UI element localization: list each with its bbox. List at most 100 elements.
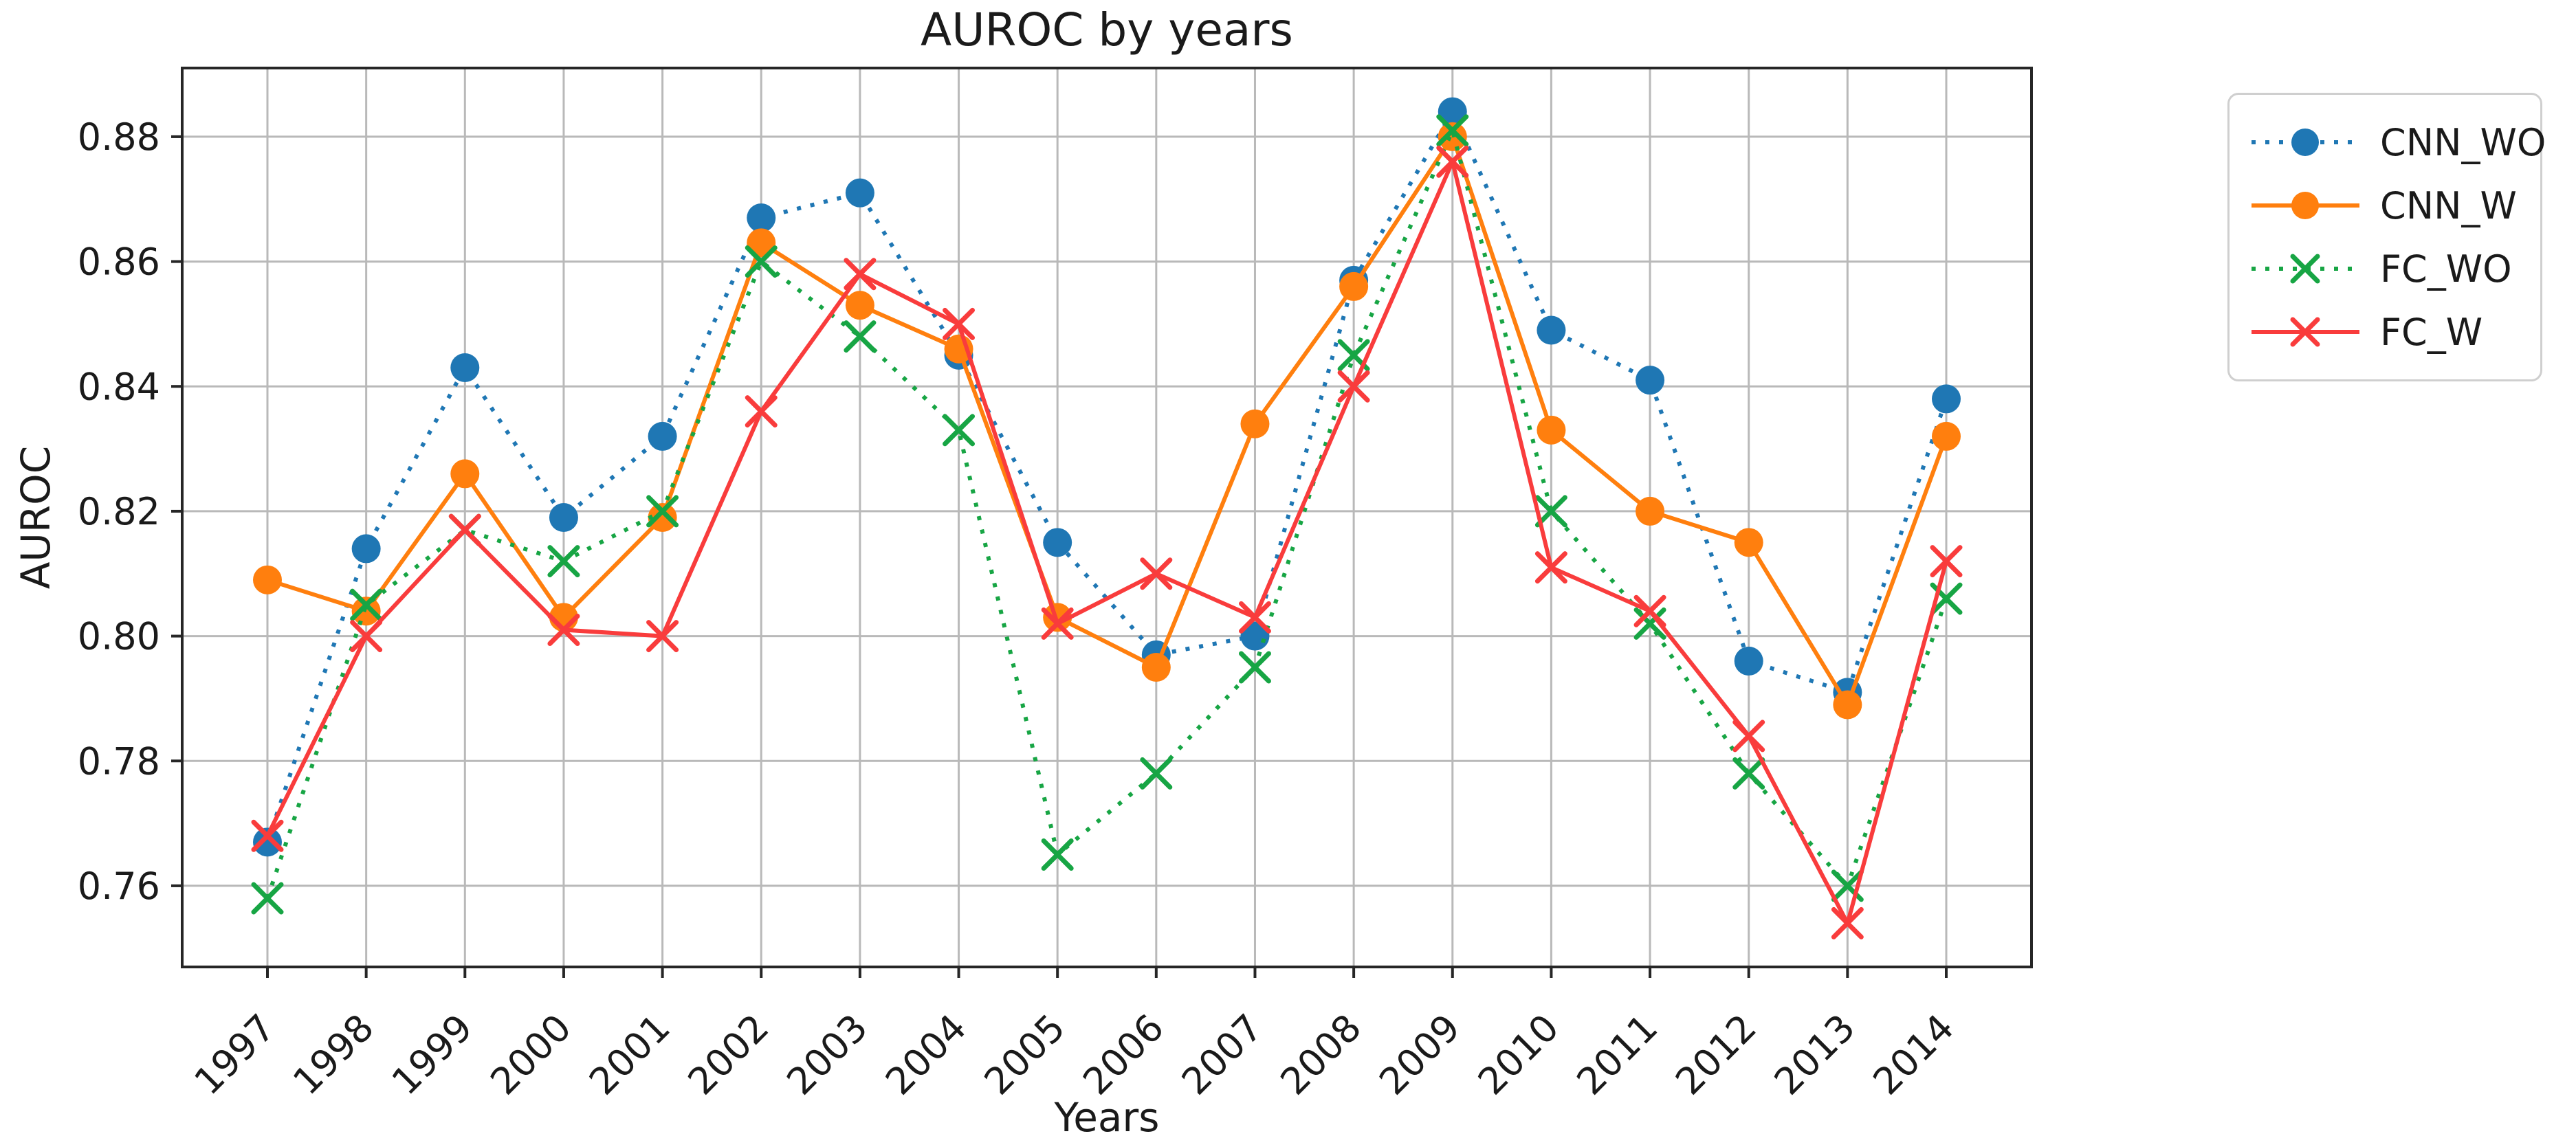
legend-label-cnn-w: CNN_W <box>2380 183 2517 227</box>
legend-entry-fc-wo: FC_WO <box>2249 242 2521 296</box>
marker-FC_W-2002 <box>745 395 778 428</box>
marker-FC_W-2007 <box>1238 601 1271 634</box>
y-tick-label-0.84: 0.84 <box>78 365 160 408</box>
marker-CNN_WO-2005 <box>1043 528 1072 557</box>
y-tick-label-0.76: 0.76 <box>78 865 160 908</box>
legend: CNN_WO CNN_W FC_WO FC_W <box>2227 93 2546 381</box>
legend-swatch-fc-wo-icon <box>2249 247 2362 291</box>
y-axis-label: AUROC <box>12 445 59 590</box>
marker-FC_WO-2002 <box>745 245 778 278</box>
x-tick-label-2003: 2003 <box>778 1006 876 1104</box>
legend-entry-cnn-w: CNN_W <box>2249 179 2521 232</box>
x-tick-label-1997: 1997 <box>186 1006 283 1104</box>
marker-CNN_W-2001 <box>648 503 677 532</box>
marker-FC_WO-2011 <box>1633 607 1666 640</box>
x-tick-label-2001: 2001 <box>581 1006 679 1104</box>
marker-CNN_WO-2012 <box>1734 646 1763 676</box>
marker-FC_WO-1997 <box>251 882 284 915</box>
marker-FC_WO-2012 <box>1732 757 1765 790</box>
marker-CNN_W-2010 <box>1537 415 1566 445</box>
marker-FC_W-2005 <box>1041 607 1074 640</box>
legend-label-fc-wo: FC_WO <box>2380 247 2512 291</box>
x-tick-label-2000: 2000 <box>482 1006 580 1104</box>
marker-FC_W-2000 <box>547 614 580 646</box>
marker-FC_W-2001 <box>646 620 679 653</box>
legend-entry-cnn-wo: CNN_WO <box>2249 115 2546 169</box>
marker-CNN_W-2014 <box>1932 421 1961 451</box>
marker-CNN_WO-2000 <box>549 503 578 532</box>
y-tick-label-0.82: 0.82 <box>78 490 160 533</box>
marker-FC_W-2014 <box>1930 545 1963 578</box>
legend-sample-line-FC_W <box>2252 317 2359 347</box>
y-tick-label-0.80: 0.80 <box>78 615 160 658</box>
marker-CNN_WO-1999 <box>450 353 480 382</box>
marker-CNN_WO-2009 <box>1438 97 1467 126</box>
marker-FC_W-2004 <box>943 307 976 340</box>
marker-CNN_WO-2002 <box>747 203 776 232</box>
marker-CNN_WO-2014 <box>1932 384 1961 414</box>
marker-FC_W-2013 <box>1831 906 1864 939</box>
marker-FC_W-1999 <box>448 513 481 546</box>
series-line-CNN_WO <box>265 109 1948 843</box>
x-tick-label-2009: 2009 <box>1371 1006 1468 1104</box>
legend-sample-line-CNN_W <box>2252 192 2359 219</box>
x-tick-label-2006: 2006 <box>1075 1006 1172 1104</box>
marker-FC_W-1997 <box>251 819 284 852</box>
series-line-CNN_W <box>267 134 1948 707</box>
marker-FC_WO-2003 <box>844 320 877 353</box>
x-tick-label-2005: 2005 <box>976 1006 1074 1104</box>
marker-FC_WO-2009 <box>1436 114 1469 147</box>
marker-CNN_W-2007 <box>1240 409 1270 438</box>
x-tick-label-2004: 2004 <box>877 1006 975 1104</box>
x-tick-label-2013: 2013 <box>1766 1006 1864 1104</box>
marker-CNN_W-1999 <box>450 459 480 489</box>
x-axis-label: Years <box>1054 1094 1160 1141</box>
y-tick-label-0.88: 0.88 <box>78 115 160 159</box>
legend-entry-fc-w: FC_W <box>2249 305 2521 359</box>
legend-sample-line-CNN_WO <box>2252 129 2359 156</box>
marker-CNN_WO-1998 <box>351 534 381 564</box>
x-tick-label-2012: 2012 <box>1667 1006 1765 1104</box>
x-tick-label-2007: 2007 <box>1174 1006 1271 1104</box>
marker-FC_W-2011 <box>1633 594 1666 627</box>
legend-swatch-fc-w-icon <box>2249 310 2362 354</box>
marker-FC_W-2009 <box>1436 145 1469 178</box>
marker-FC_WO-2010 <box>1534 495 1567 528</box>
marker-CNN_W-2011 <box>1636 496 1665 526</box>
marker-FC_WO-2000 <box>547 545 580 578</box>
marker-CNN_W-2006 <box>1141 653 1171 682</box>
x-tick-label-2014: 2014 <box>1864 1006 1962 1104</box>
plot-frame <box>181 67 2033 968</box>
marker-CNN_W-1997 <box>253 565 282 594</box>
y-tick-label-0.78: 0.78 <box>78 739 160 783</box>
legend-swatch-cnn-wo-icon <box>2249 120 2362 164</box>
x-tick-label-2010: 2010 <box>1470 1006 1567 1104</box>
marker-FC_W-2006 <box>1140 557 1173 590</box>
series-line-FC_W <box>265 159 1948 926</box>
legend-swatch-cnn-w-icon <box>2249 183 2362 227</box>
series-line-FC_WO <box>265 128 1948 900</box>
marker-CNN_W-2008 <box>1339 271 1369 301</box>
marker-FC_WO-2007 <box>1238 651 1271 684</box>
marker-CNN_W-2002 <box>747 228 776 258</box>
marker-CNN_WO-2011 <box>1636 366 1665 395</box>
marker-FC_WO-2004 <box>943 414 976 447</box>
x-tick-label-2002: 2002 <box>680 1006 778 1104</box>
marker-CNN_W-2013 <box>1833 690 1862 720</box>
marker-FC_W-2003 <box>844 258 877 291</box>
marker-CNN_WO-2001 <box>648 421 677 451</box>
marker-FC_W-2010 <box>1534 551 1567 584</box>
x-tick-label-1998: 1998 <box>285 1006 382 1104</box>
x-tick-label-2008: 2008 <box>1273 1006 1370 1104</box>
y-tick-label-0.86: 0.86 <box>78 241 160 284</box>
marker-FC_W-2008 <box>1337 370 1370 403</box>
x-tick-label-2011: 2011 <box>1569 1006 1666 1104</box>
chart-title: AUROC by years <box>921 3 1293 56</box>
marker-FC_WO-2005 <box>1041 838 1074 871</box>
marker-CNN_WO-2003 <box>845 178 874 208</box>
marker-CNN_W-2012 <box>1734 528 1763 557</box>
marker-CNN_WO-2007 <box>1240 621 1270 651</box>
marker-CNN_WO-2010 <box>1537 315 1566 345</box>
